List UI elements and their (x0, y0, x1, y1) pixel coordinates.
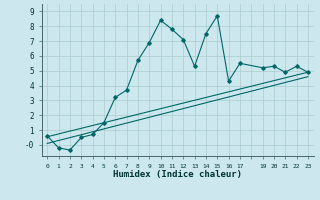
X-axis label: Humidex (Indice chaleur): Humidex (Indice chaleur) (113, 170, 242, 179)
